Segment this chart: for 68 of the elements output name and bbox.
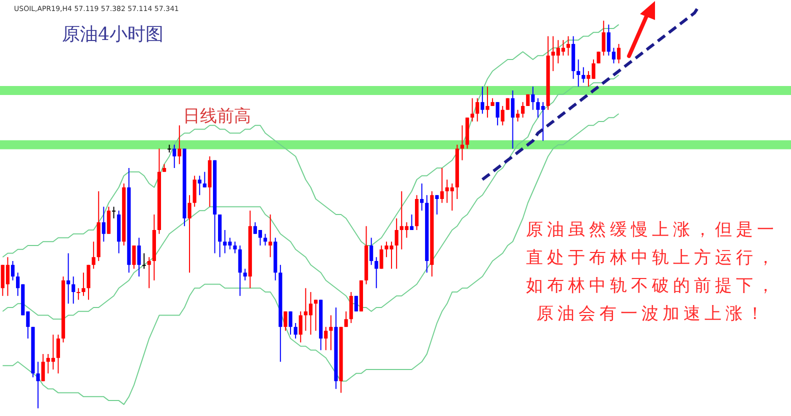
candlestick <box>329 314 333 351</box>
candlestick <box>354 295 358 312</box>
candlestick <box>440 167 444 204</box>
candlestick <box>616 43 621 64</box>
candlestick <box>394 218 398 270</box>
candlestick <box>516 109 520 122</box>
candlestick <box>198 175 202 196</box>
candlestick <box>102 206 106 242</box>
candlestick <box>476 98 480 122</box>
candlestick <box>510 90 515 150</box>
chart-title: 原油4小时图 <box>62 24 164 45</box>
candlestick <box>370 237 374 266</box>
candlestick <box>521 102 525 118</box>
ref-line-label: 日线前高 <box>183 106 251 127</box>
candlestick <box>500 105 504 126</box>
candlestick <box>298 310 302 343</box>
candlestick <box>344 310 348 328</box>
candlestick <box>582 66 586 84</box>
candlestick <box>243 268 247 281</box>
candlestick <box>480 86 484 114</box>
candlestick <box>238 245 242 296</box>
candlestick <box>324 326 328 351</box>
candlestick <box>612 47 616 64</box>
candlestick <box>460 124 464 161</box>
candlestick <box>496 102 500 126</box>
candlestick <box>112 206 116 219</box>
candlestick <box>66 252 70 304</box>
candlestick <box>82 272 86 296</box>
candlestick <box>86 264 90 300</box>
candlestick <box>172 144 176 168</box>
candlestick <box>576 58 580 88</box>
candlestick <box>41 354 45 382</box>
candlestick <box>92 241 96 270</box>
candlestick <box>188 194 192 274</box>
candlestick <box>288 310 292 336</box>
candlestick <box>566 36 570 56</box>
candlestick <box>349 292 353 324</box>
annotation: 原油虽然缓慢上涨，但是一直处于布林中轨上方运行，如布林中轨不破的前提下，原油会有一波加速上涨！ <box>525 219 779 326</box>
candlestick <box>602 20 606 56</box>
candlestick <box>168 144 172 153</box>
candlestick <box>192 175 196 208</box>
candlestick <box>284 310 288 332</box>
candlestick <box>76 288 80 300</box>
candlestick <box>178 124 182 165</box>
candlestick <box>380 245 384 270</box>
candlestick <box>410 214 414 231</box>
candlestick <box>202 171 206 188</box>
candlestick <box>294 322 298 340</box>
candlestick <box>142 252 146 270</box>
candlestick <box>606 24 610 56</box>
candlestick <box>132 245 136 270</box>
candlestick <box>233 241 237 254</box>
candlestick <box>374 256 378 289</box>
candlestick <box>56 334 60 374</box>
candlestick <box>420 182 424 212</box>
candlestick <box>106 206 111 234</box>
candlestick <box>596 51 600 64</box>
candlestick <box>10 260 15 281</box>
candlestick <box>137 237 141 278</box>
candlestick <box>268 214 272 258</box>
candlestick <box>531 86 535 110</box>
candlestick <box>486 86 490 118</box>
candlestick <box>435 194 439 215</box>
candlestick <box>72 276 76 304</box>
candlestick <box>470 98 474 122</box>
candlestick <box>147 256 151 289</box>
candlestick <box>506 98 510 110</box>
candlestick <box>36 361 40 409</box>
